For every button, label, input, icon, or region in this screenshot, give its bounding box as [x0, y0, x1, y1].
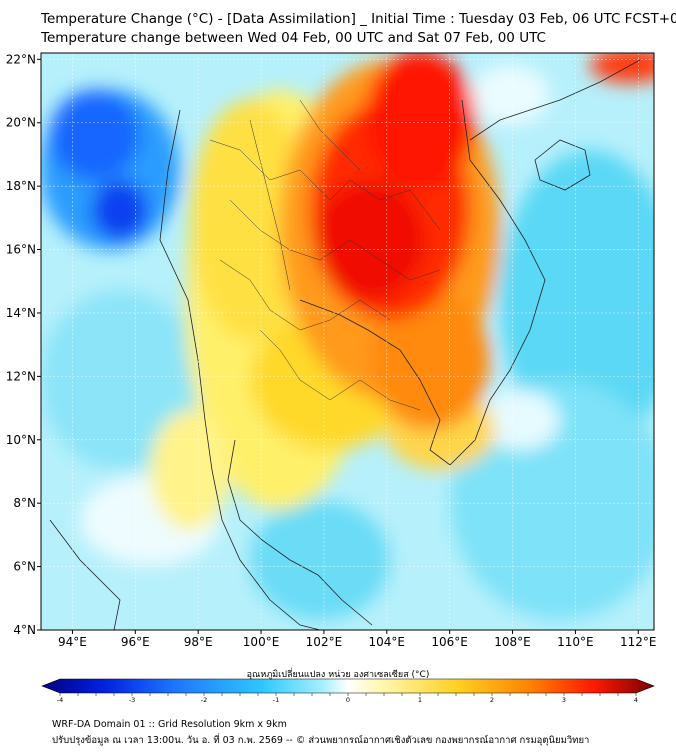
longitude-axis: 94°E 96°E 98°E 100°E 102°E 104°E 106°E 108°E 110…	[58, 630, 657, 649]
colorbar-tick-label: 4	[634, 696, 638, 704]
lat-tick-label: 6°N	[13, 560, 36, 574]
colorbar-bar	[41, 678, 655, 694]
map-title: Temperature Change (°C) - [Data Assimila…	[41, 11, 676, 27]
lon-tick-label: 108°E	[494, 635, 531, 649]
lat-tick-label: 10°N	[6, 433, 36, 447]
colorbar-tick-label: 1	[418, 696, 422, 704]
lat-tick-label: 20°N	[6, 116, 36, 130]
lat-tick-label: 18°N	[6, 179, 36, 193]
lat-tick-label: 12°N	[6, 369, 36, 383]
colorbar-tick-label: -1	[273, 696, 279, 704]
colorbar-ticks: -4 -3 -2 -1 0 1 2 3 4	[57, 693, 638, 704]
lon-tick-label: 102°E	[306, 635, 343, 649]
footer-model-info: WRF-DA Domain 01 :: Grid Resolution 9km …	[52, 719, 287, 730]
colorbar-tick-label: -4	[57, 696, 63, 704]
lon-tick-label: 110°E	[557, 635, 594, 649]
lon-tick-label: 104°E	[369, 635, 406, 649]
map-frame	[40, 52, 655, 631]
temperature-field	[41, 53, 654, 630]
lat-tick-label: 16°N	[6, 243, 36, 257]
lon-tick-label: 106°E	[431, 635, 468, 649]
colorbar: -4 -3 -2 -1 0 1 2 3 4	[41, 678, 655, 704]
lat-tick-label: 8°N	[13, 496, 36, 510]
lon-tick-label: 96°E	[121, 635, 150, 649]
colorbar-tick-label: -2	[201, 696, 207, 704]
map-subtitle: Temperature change between Wed 04 Feb, 0…	[41, 30, 546, 46]
colorbar-label: อุณหภูมิเปลี่ยนแปลง หน่วย องศาเซลเซียส (…	[246, 670, 430, 680]
lon-tick-label: 98°E	[184, 635, 213, 649]
lon-tick-label: 100°E	[243, 635, 280, 649]
lat-tick-label: 14°N	[6, 306, 36, 320]
colorbar-tick-label: 3	[562, 696, 566, 704]
colorbar-tick-label: 2	[490, 696, 494, 704]
latitude-axis: 22°N 20°N 18°N 16°N 14°N 12°N 10°N 8°N 6°N 4°N	[6, 52, 41, 637]
lat-tick-label: 4°N	[13, 623, 36, 637]
lat-tick-label: 22°N	[6, 52, 36, 66]
province-borders	[209, 99, 441, 411]
lon-tick-label: 94°E	[58, 635, 87, 649]
footer-credit: ปรับปรุงข้อมูล ณ เวลา 13:00น. วัน อ. ที่…	[52, 735, 590, 746]
colorbar-tick-label: -3	[129, 696, 135, 704]
lon-tick-label: 112°E	[620, 635, 657, 649]
colorbar-tick-label: 0	[346, 696, 350, 704]
